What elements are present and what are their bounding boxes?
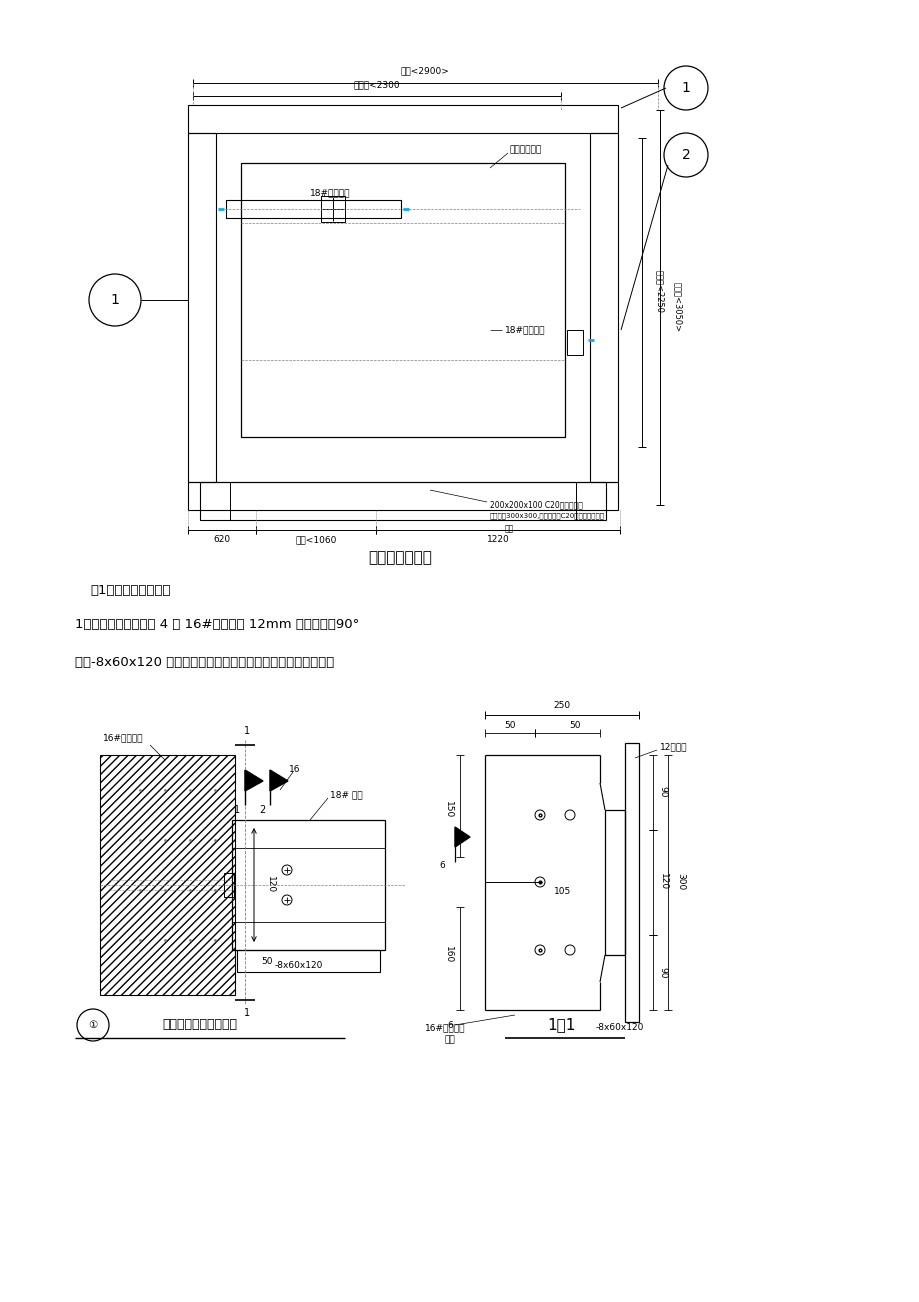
Polygon shape <box>455 827 470 848</box>
Bar <box>605 810 624 954</box>
Bar <box>589 133 618 482</box>
Text: （1）端头固定形式：: （1）端头固定形式： <box>90 583 170 596</box>
Text: 2: 2 <box>258 805 265 815</box>
Text: 90: 90 <box>658 967 667 979</box>
Text: 1: 1 <box>681 81 689 95</box>
Bar <box>241 163 564 437</box>
Bar <box>226 201 401 217</box>
Text: 1: 1 <box>110 293 119 307</box>
Text: 18#槽钢在上: 18#槽钢在上 <box>505 326 545 335</box>
Bar <box>624 743 639 1022</box>
Text: 160: 160 <box>443 947 452 963</box>
Text: 1: 1 <box>244 727 250 736</box>
Bar <box>566 329 583 355</box>
Text: 16: 16 <box>289 766 301 775</box>
Text: 16#化学螺栓: 16#化学螺栓 <box>103 733 143 742</box>
Polygon shape <box>244 769 263 792</box>
Text: -8x60x120: -8x60x120 <box>596 1023 643 1032</box>
Text: 50: 50 <box>261 957 272 966</box>
Bar <box>187 105 618 133</box>
Text: 1: 1 <box>233 805 240 815</box>
Text: 井道距<3050>: 井道距<3050> <box>673 283 682 332</box>
Text: 120: 120 <box>266 876 274 893</box>
Polygon shape <box>269 769 288 792</box>
Text: 轴线<2900>: 轴线<2900> <box>400 66 449 76</box>
Text: 50: 50 <box>504 720 516 729</box>
Bar <box>100 755 234 995</box>
Text: 150: 150 <box>443 801 452 819</box>
Text: 16#化学螺栓: 16#化学螺栓 <box>425 1023 465 1032</box>
Text: 6: 6 <box>447 1021 452 1030</box>
Text: 18#槽钢在下: 18#槽钢在下 <box>310 189 350 198</box>
Bar <box>321 197 345 223</box>
Text: 120: 120 <box>658 874 667 891</box>
Text: 槽钢<1060: 槽钢<1060 <box>295 535 336 544</box>
Bar <box>237 950 380 973</box>
Text: ①: ① <box>88 1019 97 1030</box>
Text: 满焊进行固定: 满焊进行固定 <box>509 146 541 155</box>
Bar <box>199 482 606 519</box>
Text: -8x60x120: -8x60x120 <box>275 961 323 970</box>
Bar <box>187 133 216 482</box>
Text: 余固: 余固 <box>445 1035 455 1044</box>
Text: 1: 1 <box>244 1008 250 1018</box>
Text: 250: 250 <box>553 702 570 711</box>
Text: 18# 槽钢: 18# 槽钢 <box>330 790 362 799</box>
Bar <box>223 874 233 897</box>
Text: 1、结构梁上锚板采用 4 套 16#化学锚栓 12mm 厚钢锚板，90°: 1、结构梁上锚板采用 4 套 16#化学锚栓 12mm 厚钢锚板，90° <box>75 618 358 631</box>
Text: 12厘钢板: 12厘钢板 <box>659 742 686 751</box>
Text: 槽钢距<2300: 槽钢距<2300 <box>353 79 400 89</box>
Text: 50: 50 <box>569 720 580 729</box>
Text: 2: 2 <box>681 148 689 161</box>
Text: 200x200x100 C20混凝土垫块: 200x200x100 C20混凝土垫块 <box>490 500 583 509</box>
Text: 105: 105 <box>554 888 571 897</box>
Text: 300: 300 <box>675 874 685 891</box>
Bar <box>187 482 618 510</box>
Text: 90: 90 <box>658 786 667 798</box>
Text: 槽体孔距300x300,其间空隙用C20细石混凝土填实: 槽体孔距300x300,其间空隙用C20细石混凝土填实 <box>490 512 605 518</box>
Text: 620: 620 <box>213 535 231 544</box>
Text: 槽钢距<2250: 槽钢距<2250 <box>654 271 664 314</box>
Text: 钢梁与剪力墙连接节点: 钢梁与剪力墙连接节点 <box>163 1018 237 1031</box>
Text: 6: 6 <box>438 861 445 870</box>
Text: 1220: 1220 <box>486 535 509 544</box>
Text: 备固: 备固 <box>505 523 514 533</box>
Text: 井道平面布置图: 井道平面布置图 <box>368 551 431 565</box>
Text: 1－1: 1－1 <box>547 1017 575 1032</box>
Bar <box>232 820 384 950</box>
Text: 加设-8x60x120 翼板与槽钢平面满焊进行两端头固定；下附图：: 加设-8x60x120 翼板与槽钢平面满焊进行两端头固定；下附图： <box>75 656 334 669</box>
